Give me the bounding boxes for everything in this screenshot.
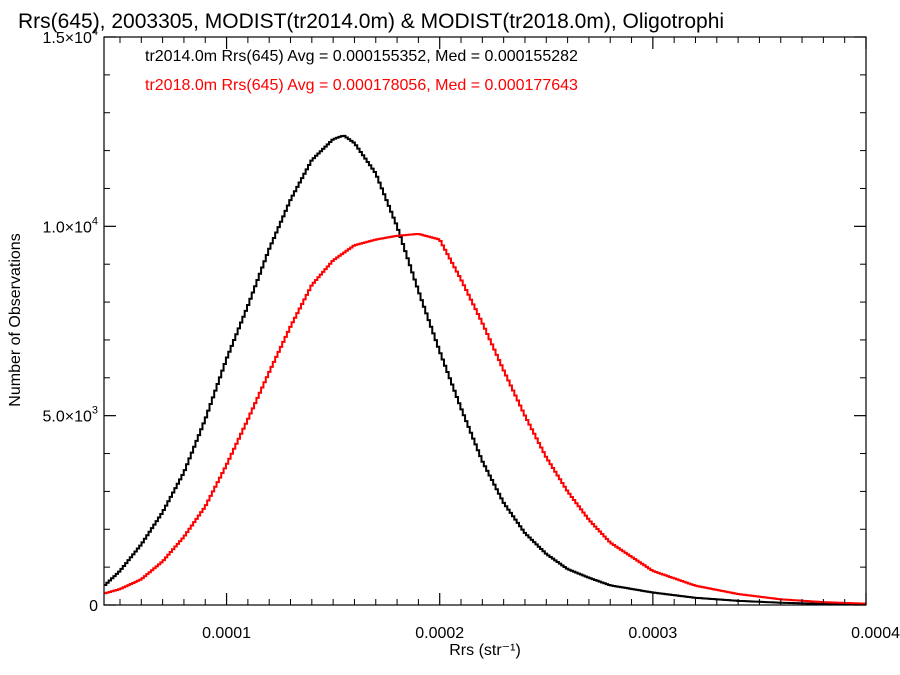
- y-tick-label: 5.0×103: [42, 405, 98, 426]
- series-layer: [104, 134, 866, 606]
- x-tick-label: 0.0001: [202, 625, 251, 642]
- y-tick-label: 1.5×104: [42, 26, 98, 47]
- y-tick-label: 0: [89, 598, 98, 615]
- tick-label-layer: 0.0001 0.0002 0.0003 0.0004 0 5.0×103 1.0×104 1…: [42, 26, 900, 642]
- chart-title: Rrs(645), 2003305, MODIST(tr2014.0m) & M…: [18, 10, 724, 33]
- series-tr2014.0m: [104, 134, 866, 606]
- y-axis-label: Number of Observations: [7, 233, 24, 406]
- annotation-tr2014: tr2014.0m Rrs(645) Avg = 0.000155352, Me…: [145, 48, 578, 65]
- x-tick-label: 0.0004: [851, 625, 900, 642]
- plot-frame: [103, 36, 867, 606]
- x-tick-label: 0.0002: [415, 625, 464, 642]
- annotation-tr2018: tr2018.0m Rrs(645) Avg = 0.000178056, Me…: [145, 77, 578, 94]
- x-tick-label: 0.0003: [628, 625, 677, 642]
- x-axis-label: Rrs (str⁻¹): [449, 642, 521, 659]
- series-tr2018.0m: [104, 233, 866, 605]
- tick-layer: [104, 36, 867, 606]
- y-tick-label: 1.0×104: [42, 215, 98, 236]
